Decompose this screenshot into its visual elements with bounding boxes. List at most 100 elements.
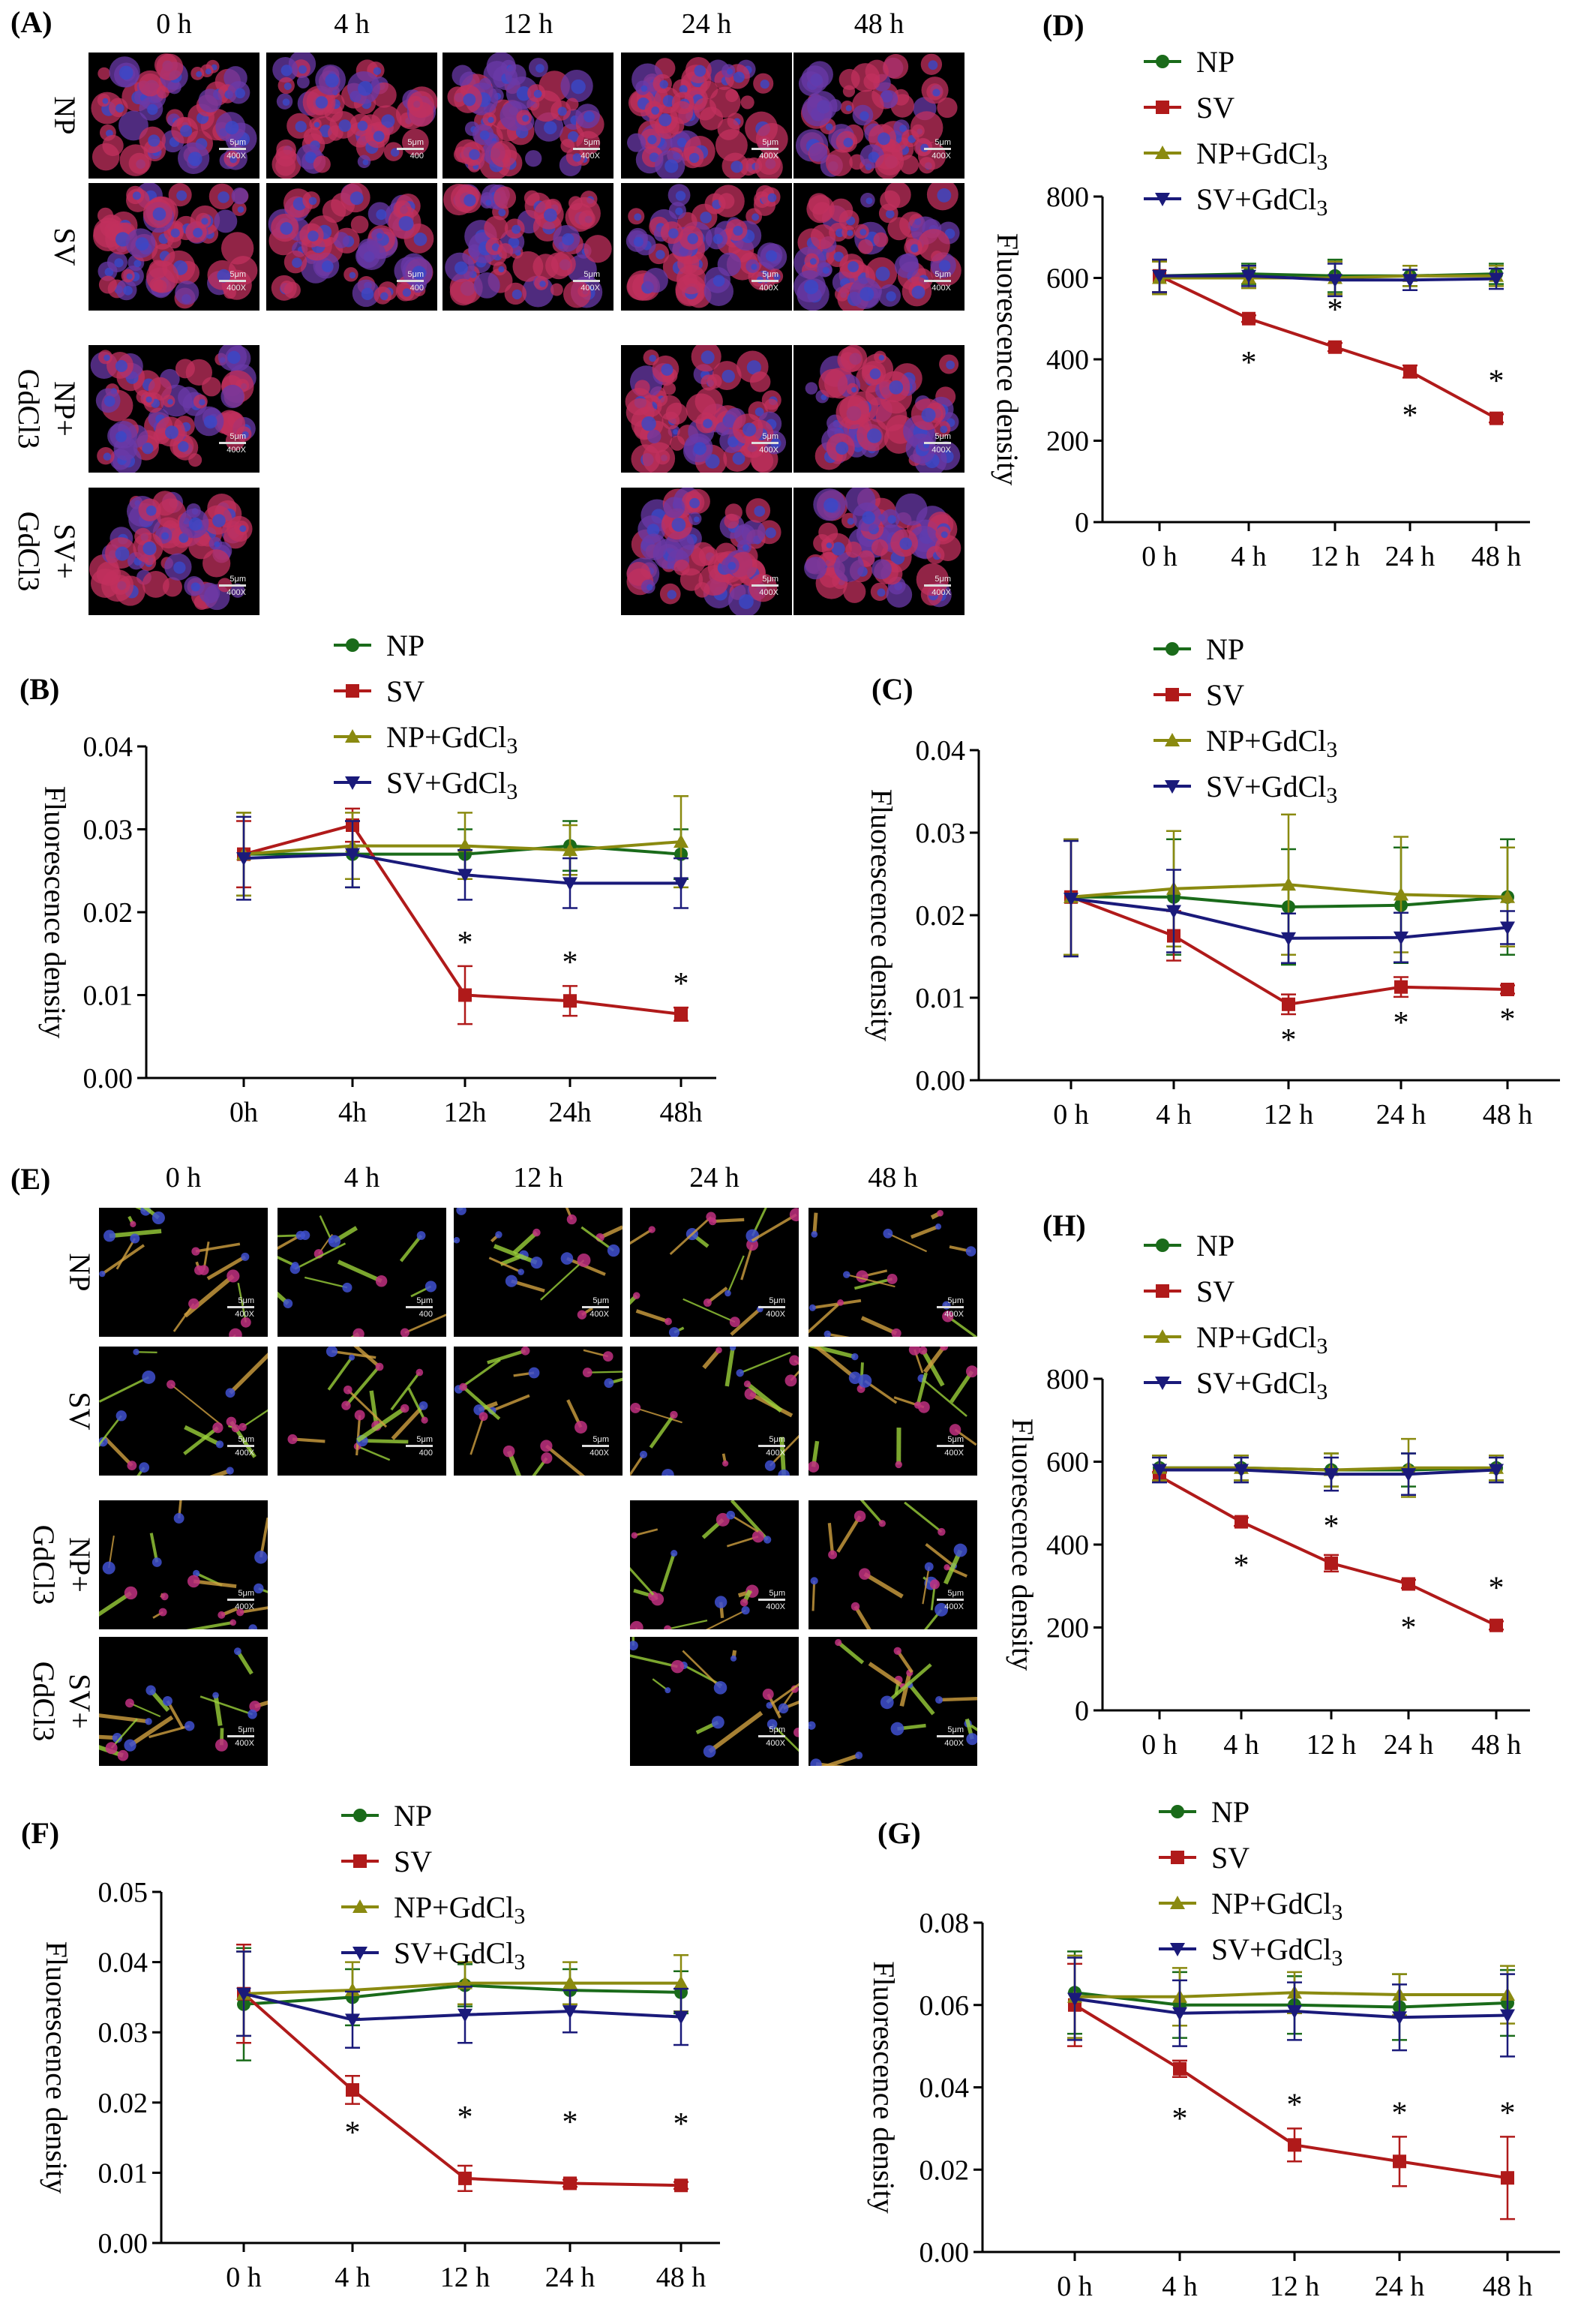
y-tick-label: 0 [1075,1695,1089,1727]
micrograph-a-2-0: 5μm 400X [88,345,260,473]
scale-bar [937,1445,964,1447]
legend: NP SV NP+GdCl3 SV+GdCl3 [1144,1229,1328,1404]
data-point [346,2082,359,2097]
x-tick-label: 12 h [1310,541,1360,572]
scale-label: 5μm [238,1435,254,1444]
data-point [674,1975,688,1989]
y-tick-label: 0.03 [916,818,966,849]
column-label-a-0: 0 h [156,8,192,40]
data-point [1241,269,1256,284]
scale-bar [573,148,600,150]
x-tick-label: 24 h [1385,541,1436,572]
x-tick-label: 4 h [1231,541,1267,572]
x-tick-label: 24 h [1376,1099,1426,1130]
micrograph-a-0-0: 5μm 400X [88,53,260,179]
data-point [1500,889,1515,903]
column-label-e-3: 24 h [689,1162,740,1194]
magnification-label: 400X [590,1449,609,1458]
y-tick-label: 0.04 [83,731,134,763]
legend-label: SV+GdCl3 [1196,182,1328,221]
legend-marker [1155,146,1170,159]
scale-label: 5μm [934,432,951,441]
y-tick-label: 0.04 [916,735,966,767]
scale-label: 5μm [769,1589,785,1598]
significance-star: * [1324,1509,1340,1544]
y-tick-label: 800 [1046,182,1089,213]
x-tick-label: 12h [444,1097,487,1128]
panel-label-h: (H) [1042,1209,1086,1242]
magnification-label: 400X [226,446,246,455]
data-point [1281,932,1296,946]
panel-label-b: (B) [20,672,60,706]
legend-item: SV [1144,1275,1234,1308]
scale-label: 5μm [238,1589,254,1598]
scale-bar [937,1599,964,1601]
legend: NP SV NP+GdCl3 SV+GdCl3 [341,1799,525,1974]
magnification-label: 400X [944,1449,964,1458]
data-point [1394,887,1408,901]
magnification-label: 400 [410,152,424,161]
micrograph-cells [287,1347,428,1461]
legend-label: NP+GdCl3 [1196,1320,1328,1359]
scale-label: 5μm [762,270,778,279]
micrograph-cells [272,53,437,179]
x-tick-label: 0h [230,1097,258,1128]
micrograph-cells [808,1209,977,1337]
y-tick-label: 0.02 [98,2088,148,2119]
scale-bar [752,584,778,587]
legend-marker [1156,1284,1169,1298]
scale-bar [582,1306,609,1308]
scale-label: 5μm [947,1296,964,1305]
scale-bar [758,1599,785,1601]
magnification-label: 400X [759,284,778,293]
data-point [1173,2061,1186,2076]
data-point [1064,893,1078,906]
scale-bar [227,1599,254,1601]
data-point [236,1987,251,2001]
legend-label: NP [1196,45,1234,79]
legend-item: NP [1154,632,1244,666]
data-point [563,2176,577,2190]
magnification-label: 400X [932,152,951,161]
y-axis-label: Fluorescence density [865,789,898,1042]
micrograph-e-1-4: 5μm 400X [808,1347,977,1476]
significance-star: * [1489,1572,1504,1606]
legend-item: SV [341,1845,432,1878]
data-point [562,877,578,891]
micrograph-e-0-4: 5μm 400X [808,1208,977,1337]
scale-bar [758,1735,785,1737]
data-point [236,852,251,866]
legend-marker [352,1899,368,1913]
legend-item: NP+GdCl3 [1154,724,1337,762]
legend-marker [1165,780,1180,794]
micrograph-e-0-0: 5μm 400X [99,1208,268,1337]
micrograph-cells [454,1347,622,1476]
legend-item: NP+GdCl3 [1144,1320,1328,1359]
legend-marker [1170,1943,1185,1956]
legend-item: SV [1144,91,1234,125]
x-tick-label: 48 h [1483,1099,1533,1130]
scale-label: 5μm [592,1435,609,1444]
series-sv-gdcl3 [236,815,688,909]
data-point [458,988,472,1002]
scale-label: 5μm [230,138,246,147]
data-point [1234,1515,1248,1529]
legend-label: SV+GdCl3 [394,1936,525,1974]
legend-marker [1166,642,1179,656]
micrograph-a-3-0: 5μm 400X [88,488,260,615]
y-axis-label: Fluorescence density [38,786,72,1039]
legend-marker [1165,733,1180,746]
scale-label: 5μm [416,1296,433,1305]
panel-label-g: (G) [878,1816,921,1850]
micrograph-cells [454,1208,622,1320]
magnification-label: 400X [590,1310,609,1319]
micrograph-cells [90,345,256,473]
series-sv [1152,1469,1504,1632]
significance-star: * [1172,2102,1188,2136]
y-axis-label: Fluorescence density [1006,1419,1040,1671]
significance-star: * [1402,398,1418,433]
legend-marker [345,776,360,790]
magnification-label: 400 [418,1310,433,1319]
x-tick-label: 0 h [1142,541,1178,572]
micrograph-a-1-0: 5μm 400X [88,183,260,311]
